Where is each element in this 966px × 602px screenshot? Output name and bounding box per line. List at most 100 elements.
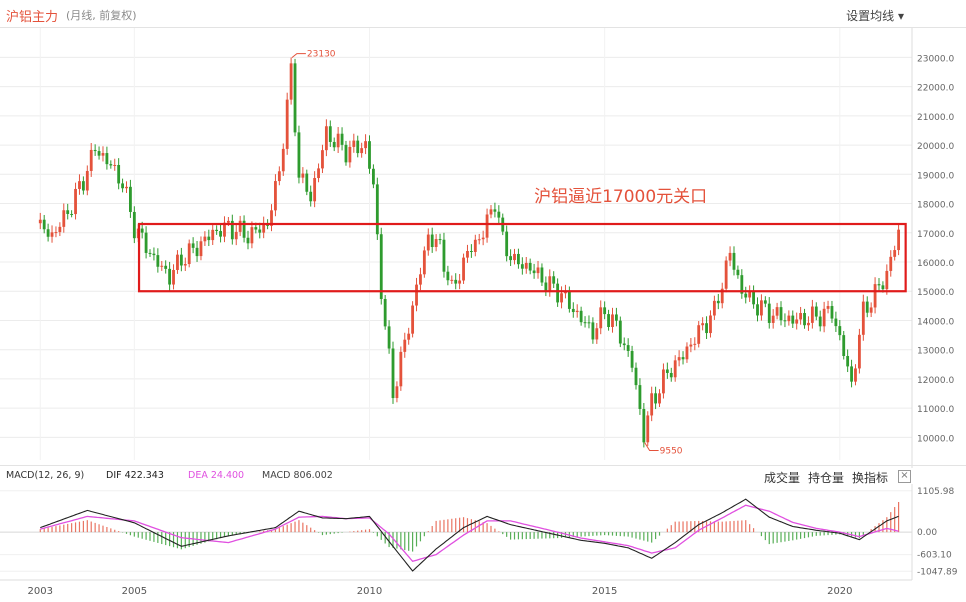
candle-body — [716, 300, 720, 304]
x-tick-label: 2020 — [827, 586, 852, 597]
candle-body — [121, 183, 124, 189]
candle-body — [364, 141, 367, 149]
panel-divider — [0, 465, 966, 466]
candle-body — [889, 256, 893, 271]
candle-body — [258, 229, 262, 233]
candle-body — [744, 293, 748, 298]
candle-body — [724, 260, 728, 289]
candle-body — [309, 191, 313, 202]
candle-body — [462, 257, 465, 281]
high-marker — [291, 53, 306, 58]
tab-volume[interactable]: 成交量 — [764, 471, 801, 485]
candle-body — [466, 251, 469, 258]
candle-body — [650, 393, 654, 416]
candle-body — [152, 253, 156, 256]
macd-y-tick-label: 1105.98 — [917, 487, 954, 497]
candle-body — [144, 232, 148, 253]
candle-body — [611, 314, 614, 327]
candle-body — [489, 209, 493, 215]
candle-body — [313, 178, 317, 202]
candle-body — [450, 279, 454, 281]
candle-body — [579, 310, 583, 323]
ma-settings-label: 设置均线 — [846, 9, 895, 23]
candle-body — [191, 243, 195, 248]
candle-body — [846, 355, 850, 367]
high-label: 23130 — [307, 50, 336, 60]
candle-body — [352, 140, 356, 147]
candle-body — [669, 372, 673, 378]
candle-body — [857, 334, 861, 369]
tab-switch-indicator[interactable]: 换指标 — [852, 471, 889, 485]
candle-body — [305, 173, 309, 192]
macd-dif-value: DIF 422.343 — [106, 470, 164, 481]
candle-body — [70, 213, 74, 215]
candle-body — [850, 366, 853, 382]
header-divider — [0, 27, 966, 28]
candle-body — [693, 343, 697, 345]
candle-body — [336, 133, 340, 148]
candle-body — [58, 226, 62, 233]
candle-body — [548, 276, 552, 291]
candle-body — [473, 239, 477, 252]
candle-body — [219, 231, 222, 237]
candle-body — [254, 227, 258, 230]
candle-body — [403, 339, 407, 352]
close-icon[interactable]: × — [898, 470, 911, 483]
candle-body — [215, 229, 219, 232]
macd-y-tick-label: -603.10 — [917, 551, 952, 561]
candle-body — [469, 251, 473, 253]
candle-body — [270, 210, 273, 226]
candle-body — [752, 290, 755, 305]
low-label: 9550 — [660, 447, 683, 457]
candle-body — [187, 243, 191, 265]
macd-chart[interactable]: 1105.98 0.00 -603.10 -1047.89 2003 2005 2010 20… — [0, 484, 966, 602]
candle-body — [485, 214, 489, 238]
y-tick-label: 10000.0 — [917, 434, 954, 444]
candle-body — [101, 153, 105, 156]
candle-body — [658, 393, 661, 404]
candle-body — [885, 270, 889, 290]
ma-settings-dropdown[interactable]: 设置均线 ▾ — [846, 7, 904, 24]
candle-body — [399, 351, 403, 387]
candle-body — [458, 280, 462, 284]
candle-body — [285, 99, 289, 149]
candle-body — [760, 300, 763, 316]
candle-body — [117, 164, 121, 184]
candle-body — [873, 284, 877, 308]
candle-body — [176, 254, 179, 270]
candle-body — [168, 268, 172, 285]
candle-body — [818, 316, 822, 327]
candle-body — [301, 173, 305, 178]
candle-body — [281, 148, 285, 172]
candle-body — [728, 252, 732, 261]
candle-body — [415, 284, 418, 306]
candle-body — [226, 220, 230, 223]
candle-body — [771, 315, 775, 323]
y-tick-label: 18000.0 — [917, 201, 954, 211]
candle-body — [89, 149, 93, 171]
candle-body — [779, 307, 783, 321]
candle-body — [81, 181, 85, 191]
candle-body — [520, 264, 524, 269]
candle-body — [411, 305, 415, 334]
candle-body — [560, 293, 563, 303]
candle-body — [407, 333, 411, 340]
candle-body — [207, 236, 211, 241]
candle-body — [567, 290, 571, 309]
tab-open-interest[interactable]: 持仓量 — [808, 471, 845, 485]
candle-body — [654, 393, 658, 404]
candle-body — [838, 326, 842, 336]
price-chart[interactable]: 23000.0 22000.0 21000.0 20000.0 19000.0 18000… — [0, 28, 966, 468]
candle-body — [46, 229, 50, 237]
candle-body — [646, 415, 650, 443]
candle-body — [348, 146, 352, 163]
macd-y-tick-label: 0.00 — [917, 528, 937, 538]
candle-body — [419, 274, 422, 285]
candle-body — [720, 288, 724, 304]
candle-body — [634, 367, 638, 386]
macd-hist-value: MACD 806.002 — [262, 470, 333, 481]
candle-body — [630, 350, 634, 368]
candle-body — [697, 325, 701, 344]
candle-body — [638, 385, 642, 409]
candle-body — [129, 186, 132, 212]
